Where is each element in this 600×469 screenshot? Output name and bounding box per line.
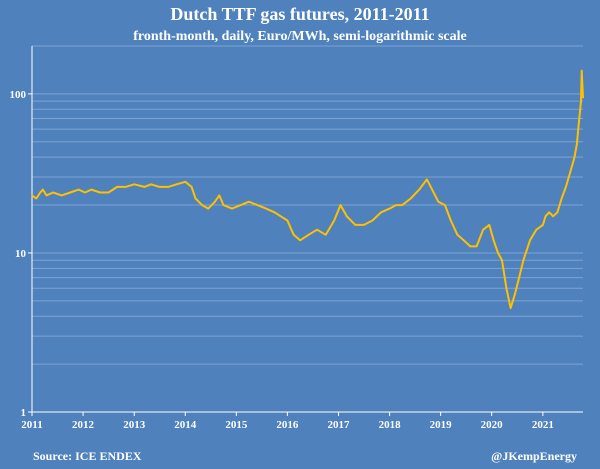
chart-subtitle: fronth-month, daily, Euro/MWh, semi-loga… (133, 29, 467, 44)
x-tick-label: 2012 (72, 419, 95, 431)
x-tick-label: 2011 (21, 419, 42, 431)
x-tick-label: 2019 (430, 419, 453, 431)
source-note: Source: ICE ENDEX (33, 449, 142, 463)
x-tick-label: 2017 (328, 419, 351, 431)
credit-handle: @JKempEnergy (491, 449, 577, 463)
x-tick-label: 2015 (225, 419, 248, 431)
y-tick-label: 10 (15, 248, 27, 260)
x-tick-label: 2014 (174, 419, 197, 431)
x-tick-label: 2021 (532, 419, 554, 431)
x-tick-label: 2016 (276, 419, 299, 431)
chart-title: Dutch TTF gas futures, 2011-2011 (170, 4, 429, 24)
y-tick-label: 1 (21, 407, 27, 419)
y-tick-label: 100 (10, 89, 27, 101)
x-tick-label: 2013 (123, 419, 146, 431)
gridlines (32, 45, 583, 413)
series-line-0 (31, 69, 584, 310)
x-tick-label: 2020 (481, 419, 504, 431)
axes: 1 10 100 2011 2012 2013 2014 2015 2016 2017 2018 20… (10, 46, 583, 431)
plot-area (31, 69, 584, 310)
x-tick-label: 2018 (379, 419, 402, 431)
